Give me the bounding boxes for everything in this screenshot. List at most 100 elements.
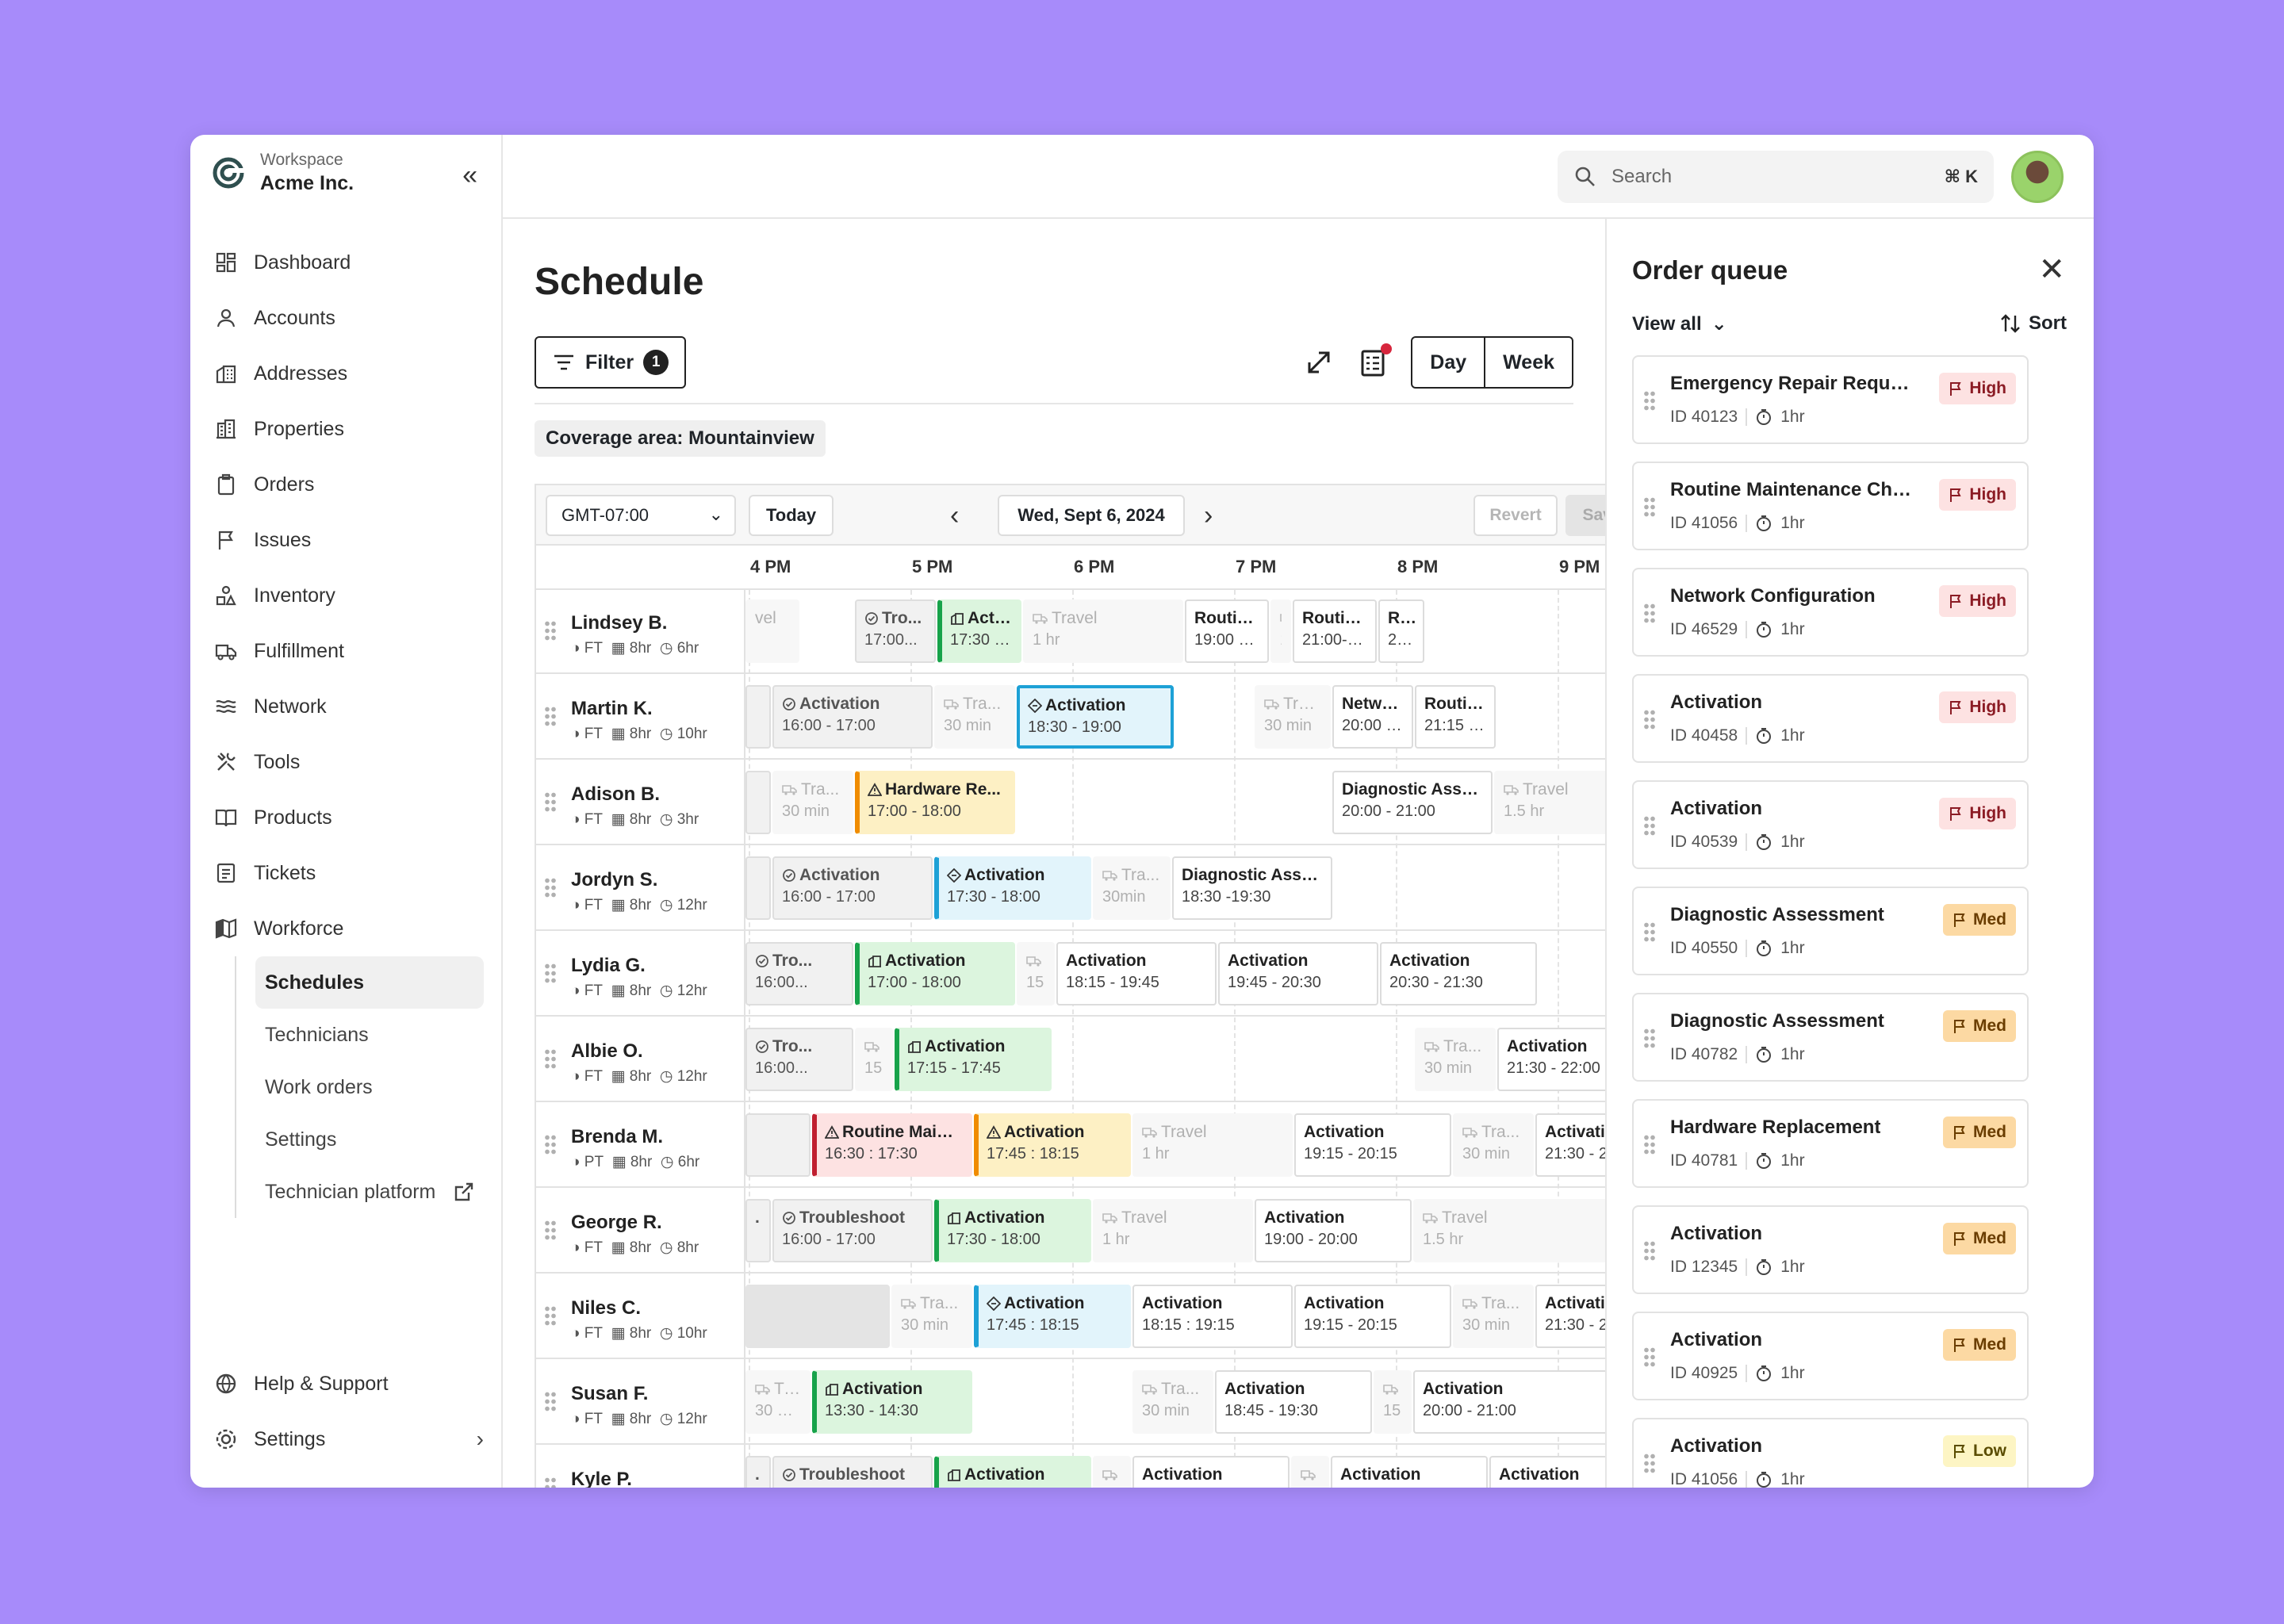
revert-button[interactable]: Revert <box>1473 495 1558 536</box>
job-block[interactable] <box>745 771 771 834</box>
travel-block[interactable]: vel <box>745 599 799 663</box>
travel-block[interactable]: 15 <box>1017 942 1055 1005</box>
drag-handle-icon[interactable] <box>544 963 557 983</box>
job-block[interactable]: Routine Mainten... 21:15 - 21:55 <box>1415 685 1496 749</box>
job-block[interactable]: Tro... 16:00... <box>745 942 853 1005</box>
job-block[interactable]: Rou 21:4 <box>1378 599 1424 663</box>
travel-block[interactable]: Travel 1.5 hr <box>1413 1199 1605 1262</box>
today-button[interactable]: Today <box>749 495 834 536</box>
sidebar-item-workforce[interactable]: Workforce <box>214 901 484 956</box>
drag-handle-icon[interactable] <box>1643 390 1656 411</box>
order-card[interactable]: Hardware Replacement ID 40781 1hr Med <box>1632 1099 2029 1188</box>
order-card[interactable]: Routine Maintenance Che... ID 41056 1hr Hig… <box>1632 462 2029 550</box>
order-card[interactable]: Network Configuration ID 46529 1hr High <box>1632 568 2029 657</box>
order-card[interactable]: Activation ID 40925 1hr Med <box>1632 1312 2029 1400</box>
drag-handle-icon[interactable] <box>544 791 557 812</box>
job-block[interactable]: Activation 21:30 - 22:00 <box>1497 1028 1605 1091</box>
save-button[interactable]: Save <box>1565 495 1605 536</box>
drag-handle-icon[interactable] <box>544 1048 557 1069</box>
subnav-item[interactable]: Schedules <box>255 956 484 1009</box>
travel-block[interactable]: Tra... 30 min <box>1132 1370 1213 1434</box>
order-card[interactable]: Activation ID 41056 1hr Low <box>1632 1418 2029 1488</box>
avatar[interactable] <box>2011 151 2064 203</box>
travel-block[interactable]: 15 <box>855 1028 893 1091</box>
technician-row[interactable]: George R. ◑ FT ▦ 8hr ◷ 8hr <box>536 1189 745 1274</box>
drag-handle-icon[interactable] <box>1643 815 1656 836</box>
technician-row[interactable]: Susan F. ◑ FT ▦ 8hr ◷ 12hr <box>536 1361 745 1445</box>
drag-handle-icon[interactable] <box>544 620 557 641</box>
subnav-item[interactable]: Work orders <box>255 1061 484 1113</box>
job-block[interactable] <box>745 1285 890 1348</box>
travel-block[interactable]: Tra... 30 min <box>1415 1028 1496 1091</box>
sidebar-item-dashboard[interactable]: Dashboard <box>214 235 484 290</box>
travel-block[interactable]: Tra... 30min <box>1093 856 1171 920</box>
sidebar-item-products[interactable]: Products <box>214 790 484 845</box>
drag-handle-icon[interactable] <box>1643 1346 1656 1367</box>
job-block[interactable]: Activation 16:00 - 17:00 <box>772 856 933 920</box>
order-card[interactable]: Diagnostic Assessment ID 40550 1hr Med <box>1632 887 2029 975</box>
drag-handle-icon[interactable] <box>1643 496 1656 517</box>
travel-block[interactable]: Tra... 30 min <box>772 771 853 834</box>
travel-block[interactable]: 15 <box>1374 1370 1412 1434</box>
job-block[interactable]: Activation 21:30 - 22:00 <box>1535 1113 1605 1177</box>
job-block[interactable]: Routine Maint... 16:30 : 17:30 <box>812 1113 972 1177</box>
order-card[interactable]: Activation ID 12345 1hr Med <box>1632 1205 2029 1294</box>
job-block[interactable] <box>745 1113 811 1177</box>
technician-row[interactable]: Brenda M. ◑ PT ▦ 8hr ◷ 6hr <box>536 1104 745 1188</box>
job-block[interactable]: Diagnostic Asse... 18:30 -19:30 <box>1172 856 1332 920</box>
sidebar-item-fulfillment[interactable]: Fulfillment <box>214 623 484 679</box>
travel-block[interactable]: Travel 1 hr <box>1023 599 1183 663</box>
timezone-select[interactable]: GMT-07:00 ⌄ <box>546 495 736 536</box>
job-block[interactable]: ... <box>745 1199 771 1262</box>
drag-handle-icon[interactable] <box>544 877 557 898</box>
drag-handle-icon[interactable] <box>1643 1028 1656 1048</box>
order-card[interactable]: Emergency Repair Request ID 40123 1hr High <box>1632 355 2029 444</box>
workspace-switcher[interactable]: Workspace Acme Inc. <box>211 151 354 195</box>
next-day-icon[interactable]: › <box>1204 500 1213 530</box>
job-block[interactable]: Routine Mainten... 21:00- 21:45 <box>1293 599 1377 663</box>
job-block[interactable]: Routine Mainten... 19:00 - 20:00 <box>1185 599 1269 663</box>
subnav-item[interactable]: Settings <box>255 1113 484 1166</box>
technician-row[interactable]: Lindsey B. ◑ FT ▦ 8hr ◷ 6hr <box>536 590 745 674</box>
technician-row[interactable]: Jordyn S. ◑ FT ▦ 8hr ◷ 12hr <box>536 847 745 931</box>
sidebar-item-accounts[interactable]: Accounts <box>214 290 484 346</box>
job-block[interactable]: Tro... 17:00... <box>855 599 936 663</box>
job-block[interactable]: Activation 18:45 - 19:30 <box>1215 1370 1372 1434</box>
technician-row[interactable]: Kyle P.◑ FT ▦ 8hr ◷ 8hr <box>536 1446 745 1488</box>
drag-handle-icon[interactable] <box>544 1220 557 1240</box>
job-block[interactable]: ... <box>745 1456 771 1488</box>
job-block[interactable]: Activation 19:15 - 20:15 <box>1294 1113 1451 1177</box>
travel-block[interactable]: 15 <box>1093 1456 1131 1488</box>
sidebar-item-network[interactable]: Network <box>214 679 484 734</box>
travel-block[interactable]: Travel 1.5 hr <box>1494 771 1605 834</box>
job-block[interactable]: Activation 17:45 : 18:15 <box>974 1285 1131 1348</box>
search-input[interactable]: Search ⌘ K <box>1558 151 1994 203</box>
drag-handle-icon[interactable] <box>544 1391 557 1411</box>
job-block[interactable]: Activation 18:30 - 19:00 <box>1017 685 1174 749</box>
sidebar-item-settings[interactable]: Settings › <box>214 1411 484 1467</box>
sidebar-item-orders[interactable]: Orders <box>214 457 484 512</box>
drag-handle-icon[interactable] <box>1643 921 1656 942</box>
date-picker[interactable]: Wed, Sept 6, 2024 <box>998 495 1185 536</box>
prev-day-icon[interactable]: ‹ <box>950 500 960 530</box>
job-block[interactable]: Activation 19:00 - 20:00 <box>1255 1199 1412 1262</box>
sidebar-item-inventory[interactable]: Inventory <box>214 568 484 623</box>
drag-handle-icon[interactable] <box>1643 1453 1656 1473</box>
drag-handle-icon[interactable] <box>1643 709 1656 730</box>
sidebar-item-tickets[interactable]: Tickets <box>214 845 484 901</box>
drag-handle-icon[interactable] <box>544 1134 557 1155</box>
job-block[interactable]: Activation 17:00 - 18:00 <box>855 942 1015 1005</box>
day-view-button[interactable]: Day <box>1430 350 1467 373</box>
drag-handle-icon[interactable] <box>1643 1134 1656 1155</box>
sidebar-item-addresses[interactable]: Addresses <box>214 346 484 401</box>
job-block[interactable]: Diagnostic Asse... 20:00 - 21:00 <box>1332 771 1493 834</box>
travel-block[interactable]: 15 <box>1291 1456 1329 1488</box>
order-card[interactable]: Activation ID 40539 1hr High <box>1632 780 2029 869</box>
travel-block[interactable]: Tra... 30 min <box>745 1370 811 1434</box>
view-all-dropdown[interactable]: View all ⌄ <box>1632 312 1727 335</box>
